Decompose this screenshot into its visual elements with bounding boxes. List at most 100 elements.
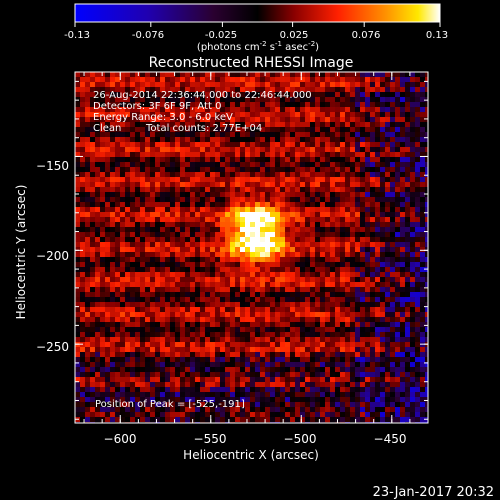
heatmap-cell	[270, 147, 276, 153]
heatmap-cell	[300, 257, 306, 263]
heatmap-cell	[385, 322, 391, 328]
heatmap-cell	[225, 227, 231, 233]
heatmap-cell	[200, 272, 206, 278]
heatmap-cell	[290, 327, 296, 333]
heatmap-cell	[130, 307, 136, 313]
heatmap-cell	[370, 267, 376, 273]
heatmap-cell	[255, 387, 261, 393]
heatmap-cell	[335, 97, 341, 103]
heatmap-cell	[75, 382, 81, 388]
heatmap-cell	[215, 382, 221, 388]
heatmap-cell	[415, 342, 421, 348]
heatmap-cell	[120, 92, 126, 98]
heatmap-cell	[105, 397, 111, 403]
heatmap-cell	[190, 257, 196, 263]
heatmap-cell	[370, 142, 376, 148]
heatmap-cell	[215, 317, 221, 323]
heatmap-cell	[390, 152, 396, 158]
heatmap-cell	[205, 97, 211, 103]
heatmap-cell	[250, 232, 256, 238]
heatmap-cell	[285, 167, 291, 173]
heatmap-cell	[300, 162, 306, 168]
heatmap-cell	[155, 182, 161, 188]
heatmap-cell	[265, 367, 271, 373]
heatmap-cell	[310, 102, 316, 108]
heatmap-cell	[375, 257, 381, 263]
heatmap-cell	[260, 162, 266, 168]
heatmap-cell	[280, 237, 286, 243]
heatmap-cell	[390, 292, 396, 298]
heatmap-cell	[260, 402, 266, 408]
heatmap-cell	[145, 137, 151, 143]
heatmap-cell	[100, 107, 106, 113]
heatmap-cell	[125, 407, 131, 413]
heatmap-cell	[380, 167, 386, 173]
heatmap-cell	[265, 147, 271, 153]
heatmap-cell	[250, 187, 256, 193]
heatmap-cell	[250, 107, 256, 113]
heatmap-cell	[235, 102, 241, 108]
heatmap-cell	[365, 387, 371, 393]
heatmap-cell	[130, 77, 136, 83]
heatmap-cell	[370, 257, 376, 263]
heatmap-cell	[205, 257, 211, 263]
heatmap-cell	[235, 152, 241, 158]
heatmap-cell	[355, 82, 361, 88]
heatmap-cell	[210, 292, 216, 298]
heatmap-cell	[345, 292, 351, 298]
heatmap-cell	[310, 157, 316, 163]
heatmap-cell	[150, 107, 156, 113]
heatmap-cell	[410, 407, 416, 413]
heatmap-cell	[220, 242, 226, 248]
heatmap-cell	[330, 112, 336, 118]
heatmap-cell	[395, 377, 401, 383]
heatmap-cell	[365, 287, 371, 293]
heatmap-cell	[305, 207, 311, 213]
heatmap-cell	[200, 207, 206, 213]
heatmap-cell	[395, 402, 401, 408]
heatmap-cell	[140, 307, 146, 313]
heatmap-cell	[315, 172, 321, 178]
heatmap-cell	[200, 127, 206, 133]
heatmap-cell	[95, 172, 101, 178]
heatmap-cell	[220, 237, 226, 243]
heatmap-cell	[325, 247, 331, 253]
heatmap-cell	[365, 72, 371, 78]
heatmap-cell	[365, 167, 371, 173]
heatmap-cell	[165, 267, 171, 273]
heatmap-cell	[355, 257, 361, 263]
heatmap-cell	[390, 397, 396, 403]
heatmap-cell	[210, 402, 216, 408]
heatmap-cell	[180, 402, 186, 408]
heatmap-cell	[110, 222, 116, 228]
heatmap-cell	[300, 337, 306, 343]
heatmap-cell	[340, 307, 346, 313]
heatmap-cell	[225, 127, 231, 133]
heatmap-cell	[225, 402, 231, 408]
heatmap-cell	[315, 252, 321, 258]
heatmap-cell	[175, 132, 181, 138]
heatmap-cell	[420, 372, 426, 378]
heatmap-cell	[85, 217, 91, 223]
heatmap-cell	[360, 192, 366, 198]
heatmap-cell	[250, 417, 256, 423]
heatmap-cell	[375, 92, 381, 98]
heatmap-cell	[155, 212, 161, 218]
heatmap-cell	[365, 332, 371, 338]
heatmap-cell	[110, 242, 116, 248]
heatmap-cell	[315, 152, 321, 158]
heatmap-cell	[295, 107, 301, 113]
heatmap-cell	[420, 397, 426, 403]
heatmap-cell	[250, 112, 256, 118]
heatmap-cell	[385, 287, 391, 293]
heatmap-cell	[355, 112, 361, 118]
heatmap-cell	[165, 232, 171, 238]
heatmap-cell	[180, 347, 186, 353]
heatmap-cell	[150, 347, 156, 353]
heatmap-cell	[315, 377, 321, 383]
heatmap-cell	[270, 157, 276, 163]
chart-title: Reconstructed RHESSI Image	[149, 55, 354, 71]
heatmap-cell	[125, 77, 131, 83]
heatmap-cell	[285, 317, 291, 323]
heatmap-cell	[205, 177, 211, 183]
